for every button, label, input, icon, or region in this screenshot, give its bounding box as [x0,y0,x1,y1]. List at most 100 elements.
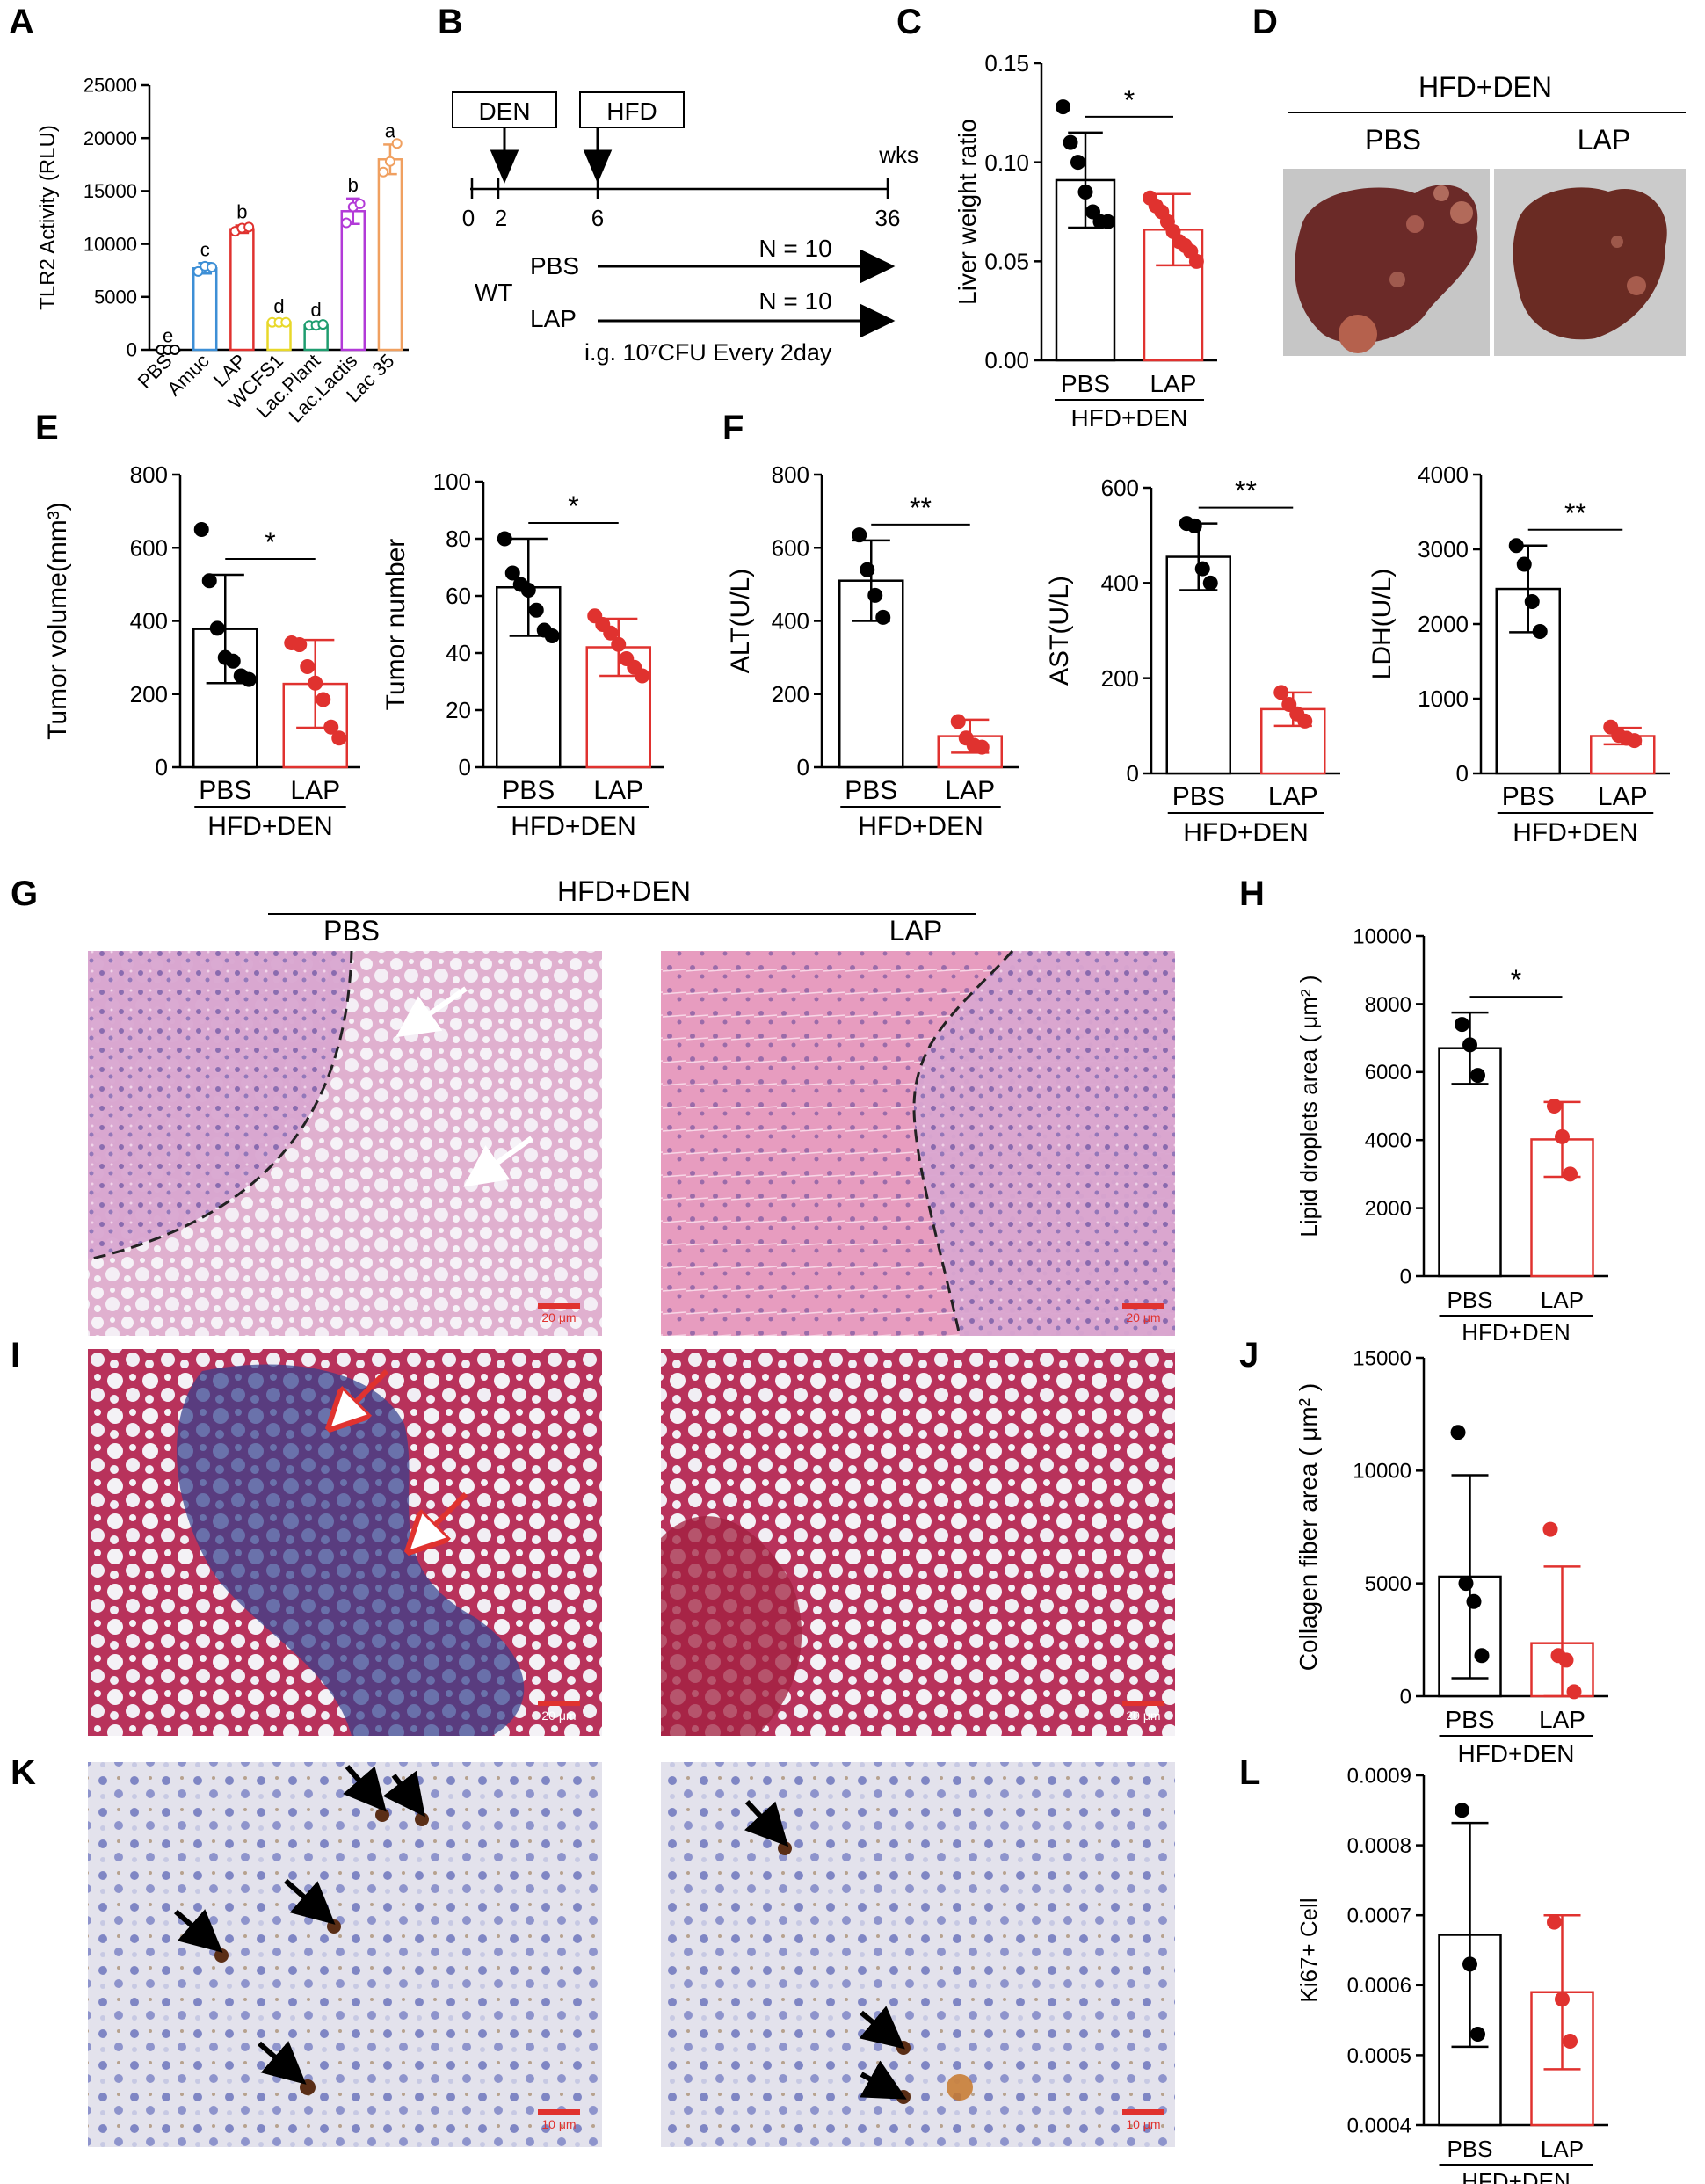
panel-label-f: F [722,409,744,447]
sig-letter-a: b [236,201,247,223]
y-tick-label-f2: 600 [1101,475,1139,501]
data-point-e1 [316,692,331,707]
y-tick-label-a: 25000 [83,75,137,97]
group-label-f1: HFD+DEN [858,812,983,841]
sig-letter-a: e [163,324,173,346]
y-tick-label-h: 8000 [1365,993,1411,1017]
sig-letter-a: b [348,174,359,196]
ihc-lap-arrow [744,1799,789,1847]
he-lap-tumor-region [914,951,1175,1336]
ki67-positive-nucleus [896,2041,911,2055]
row-lap-n: N = 10 [758,287,831,315]
data-point-j [1458,1576,1474,1592]
data-point-l [1563,2033,1578,2049]
group-label-f3: HFD+DEN [1513,818,1638,847]
y-tick-label-f1: 800 [772,461,809,488]
timeline-diagram: DEN HFD 0 2 6 36 wks WT PBS N = 10 LAP N… [452,91,918,366]
panel-label-i: I [11,1336,20,1375]
data-point-e1 [193,521,209,537]
data-point-a [391,138,403,149]
data-point-a [192,265,204,277]
x-tick-label-e1: LAP [290,776,340,805]
y-tick-label-f1: 400 [772,608,809,635]
y-tick-label-l: 0.0007 [1347,1905,1411,1928]
sig-marker-f3: ** [1564,497,1586,529]
sig-letter-a: c [200,238,210,260]
y-tick-label-e2: 100 [433,468,471,495]
data-point-c [1085,204,1100,220]
ki67-positive-nucleus [327,1919,341,1934]
y-tick-label-j: 0 [1400,1685,1411,1709]
ihc-pbs-scale-text: 10 μm [541,2117,576,2131]
sig-letter-a: d [273,295,284,317]
masson-lap-scale-text: 20 μm [1126,1709,1160,1723]
liver-pbs [1295,185,1478,344]
data-point-c [1099,214,1115,229]
y-tick-label-f1: 200 [772,681,809,707]
den-label: DEN [478,98,530,125]
data-point-e1 [292,637,308,653]
photo-group-label: HFD+DEN [1418,71,1552,103]
y-tick-label-f1: 0 [797,754,809,780]
y-tick-label-e2: 20 [446,697,471,723]
data-point-l [1547,1914,1562,1930]
y-tick-label-f2: 400 [1101,570,1139,596]
data-point-j [1466,1593,1482,1609]
hfd-label: HFD [606,98,657,125]
panel-label-e: E [35,409,59,447]
he-right-label: LAP [889,915,942,947]
masson-pbs-fibrosis [177,1364,525,1736]
group-label-h: HFD+DEN [1462,1319,1571,1346]
data-point-f2 [1297,713,1313,729]
hfd-arrow [583,127,613,184]
data-point-a [317,319,329,330]
data-point-e2 [635,668,650,684]
y-tick-label-c: 0.15 [984,50,1029,76]
he-lap-scale-text: 20 μm [1126,1310,1160,1324]
row-lap-arrow [598,303,896,338]
data-point-e1 [323,719,339,735]
y-tick-label-e2: 60 [446,583,471,609]
data-point-f2 [1202,575,1218,591]
data-point-f2 [1186,518,1202,533]
data-point-c [1063,134,1078,150]
data-point-a [354,198,366,209]
ihc-pbs-arrow [343,1765,387,1812]
y-tick-label-e1: 400 [130,608,168,635]
hfd-box [579,91,685,128]
data-point-h [1455,1017,1469,1033]
data-point-j [1558,1652,1574,1668]
x-tick-label-l: LAP [1541,2136,1584,2162]
tumor-nodule [1450,201,1473,224]
ihc-pbs-image [88,1762,602,2147]
data-point-f1 [974,739,990,755]
sig-marker-c: * [1124,84,1135,116]
y-tick-label-h: 10000 [1353,925,1411,948]
group-label-e1: HFD+DEN [207,812,333,841]
data-point-a [207,262,218,273]
data-point-e1 [241,671,257,687]
group-label-f2: HFD+DEN [1183,818,1309,847]
data-point-f2 [1281,696,1297,712]
data-point-f3 [1532,624,1548,639]
liver-photos: HFD+DEN PBS LAP [1283,71,1686,356]
ihc-pbs-arrow [284,1878,336,1925]
x-tick-label-f2: PBS [1172,782,1225,811]
ki67-ihc: 10 μm 10 μm [88,1762,1175,2147]
data-point-c [1056,99,1071,115]
sig-marker-e1: * [265,526,275,558]
y-tick-label-l: 0.0008 [1347,1834,1411,1858]
y-tick-label-e1: 200 [130,681,168,707]
data-point-h [1547,1099,1562,1114]
ihc-pbs-arrow [174,1909,223,1953]
group-label-c: HFD+DEN [1070,404,1187,432]
tumor-nodule [1433,185,1449,201]
y-tick-label-f1: 600 [772,534,809,561]
data-point-f3 [1627,733,1643,749]
tick-label-2: 2 [495,205,507,231]
data-point-e2 [611,636,627,652]
data-point-e2 [528,602,544,618]
data-point-l [1555,1992,1570,2007]
panel-label-c: C [896,3,922,41]
